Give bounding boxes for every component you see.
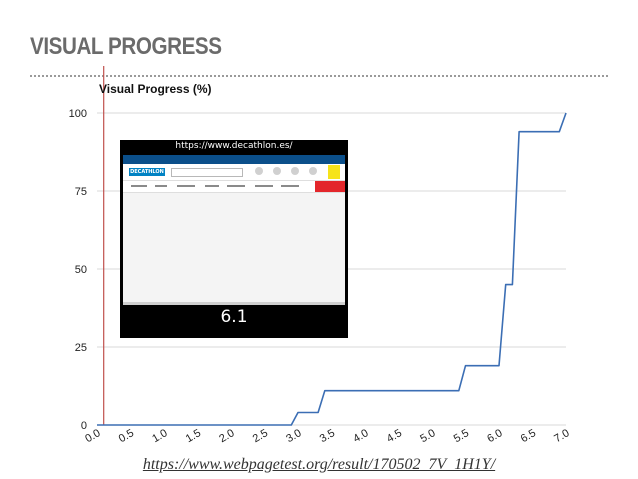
source-link[interactable]: https://www.webpagetest.org/result/17050… [142,456,496,473]
nav-item [255,185,273,187]
thumbnail-footer [123,302,345,305]
decathlon-logo: DECATHLON [129,168,165,176]
y-tick-label: 0 [81,420,87,432]
help-icon [291,167,299,175]
thumbnail-screen: DECATHLON [123,155,345,305]
x-tick-label: 6.0 [485,427,504,445]
x-tick-label: 4.0 [351,427,370,445]
x-tick-label: 4.5 [385,427,404,445]
nav-item [281,185,299,187]
thumbnail-nav [123,180,345,193]
x-tick-label: 2.0 [217,427,236,445]
x-tick-label: 6.5 [519,427,538,445]
x-tick-label: 2.5 [251,427,270,445]
visual-progress-line [97,112,567,426]
thumbnail-url: https://www.decathlon.es/ [175,141,293,151]
x-tick-label: 1.0 [150,427,169,445]
nav-item [205,185,219,187]
store-icon [255,167,263,175]
thumbnail-topbar [123,155,345,164]
thumbnail-time: 6.1 [220,307,248,327]
thumbnail-header: DECATHLON [123,164,345,180]
y-tick-label: 25 [75,342,87,354]
chart-title: Visual Progress (%) [99,82,212,96]
title-divider [30,75,608,77]
filmstrip-thumbnail: https://www.decathlon.es/ DECATHLON 6.1 [120,140,348,338]
nav-item [177,185,195,187]
nav-item [155,185,167,187]
x-tick-label: 0.5 [117,427,136,445]
x-tick-label: 3.5 [318,427,337,445]
x-tick-label: 5.5 [452,427,471,445]
slide-title: VISUAL PROGRESS [30,33,222,60]
x-tick-label: 5.0 [418,427,437,445]
basket-icon [328,165,340,179]
x-tick-label: 3.0 [284,427,303,445]
promo-nav-item [315,181,345,192]
x-tick-label: 1.5 [184,427,203,445]
thumbnail-search-box [171,168,243,177]
nav-item [227,185,245,187]
user-icon [273,167,281,175]
y-tick-label: 75 [75,186,87,198]
nav-item [131,185,147,187]
y-tick-label: 50 [75,264,87,276]
x-tick-label: 7.0 [552,427,571,445]
cart-icon [309,167,317,175]
y-tick-label: 100 [69,108,87,120]
